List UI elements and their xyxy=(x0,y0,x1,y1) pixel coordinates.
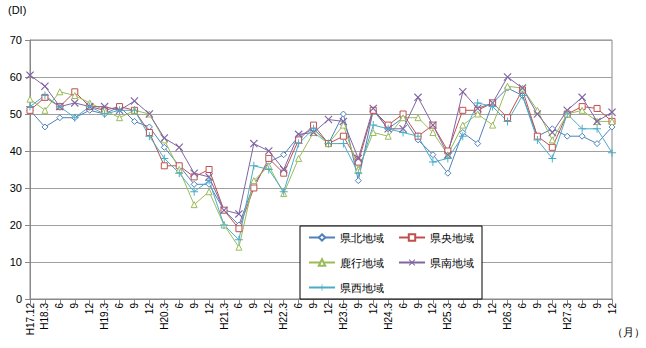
svg-text:50: 50 xyxy=(10,108,22,120)
svg-text:9: 9 xyxy=(353,303,364,309)
svg-text:H17.12: H17.12 xyxy=(25,303,36,336)
svg-text:H25.3: H25.3 xyxy=(442,303,453,330)
svg-text:(DI): (DI) xyxy=(8,4,26,16)
svg-text:県北地域: 県北地域 xyxy=(340,232,384,244)
svg-text:9: 9 xyxy=(532,303,543,309)
svg-text:H20.3: H20.3 xyxy=(159,303,170,330)
svg-text:12: 12 xyxy=(323,303,334,315)
svg-text:12: 12 xyxy=(368,303,379,315)
svg-text:9: 9 xyxy=(592,303,603,309)
svg-text:6: 6 xyxy=(114,303,125,309)
svg-text:県央地域: 県央地域 xyxy=(430,232,474,244)
svg-text:H24.3: H24.3 xyxy=(383,303,394,330)
svg-text:70: 70 xyxy=(10,34,22,46)
svg-text:9: 9 xyxy=(472,303,483,309)
svg-text:12: 12 xyxy=(607,303,618,315)
svg-text:0: 0 xyxy=(16,293,22,305)
svg-text:6: 6 xyxy=(457,303,468,309)
svg-text:9: 9 xyxy=(308,303,319,309)
svg-text:9: 9 xyxy=(189,303,200,309)
svg-text:6: 6 xyxy=(577,303,588,309)
svg-text:県西地域: 県西地域 xyxy=(340,282,384,294)
svg-text:12: 12 xyxy=(144,303,155,315)
svg-text:12: 12 xyxy=(487,303,498,315)
svg-text:H22.3: H22.3 xyxy=(278,303,289,330)
svg-text:6: 6 xyxy=(54,303,65,309)
svg-text:H18.3: H18.3 xyxy=(39,303,50,330)
svg-text:6: 6 xyxy=(293,303,304,309)
svg-text:30: 30 xyxy=(10,182,22,194)
svg-text:12: 12 xyxy=(263,303,274,315)
svg-text:H23.6: H23.6 xyxy=(338,303,349,330)
svg-text:20: 20 xyxy=(10,219,22,231)
svg-text:H19.3: H19.3 xyxy=(99,303,110,330)
svg-text:12: 12 xyxy=(84,303,95,315)
svg-text:40: 40 xyxy=(10,145,22,157)
svg-text:H27.3: H27.3 xyxy=(562,303,573,330)
svg-text:6: 6 xyxy=(517,303,528,309)
svg-text:12: 12 xyxy=(547,303,558,315)
svg-text:6: 6 xyxy=(233,303,244,309)
svg-text:H26.3: H26.3 xyxy=(502,303,513,330)
svg-text:県南地域: 県南地域 xyxy=(430,257,474,269)
svg-text:9: 9 xyxy=(413,303,424,309)
svg-text:（月）: （月） xyxy=(612,326,645,338)
svg-text:12: 12 xyxy=(427,303,438,315)
svg-text:10: 10 xyxy=(10,256,22,268)
svg-text:6: 6 xyxy=(174,303,185,309)
svg-text:9: 9 xyxy=(129,303,140,309)
svg-text:6: 6 xyxy=(398,303,409,309)
svg-text:12: 12 xyxy=(204,303,215,315)
svg-text:9: 9 xyxy=(69,303,80,309)
svg-text:H21.3: H21.3 xyxy=(219,303,230,330)
svg-text:9: 9 xyxy=(248,303,259,309)
svg-text:60: 60 xyxy=(10,71,22,83)
svg-text:鹿行地域: 鹿行地域 xyxy=(340,257,384,269)
